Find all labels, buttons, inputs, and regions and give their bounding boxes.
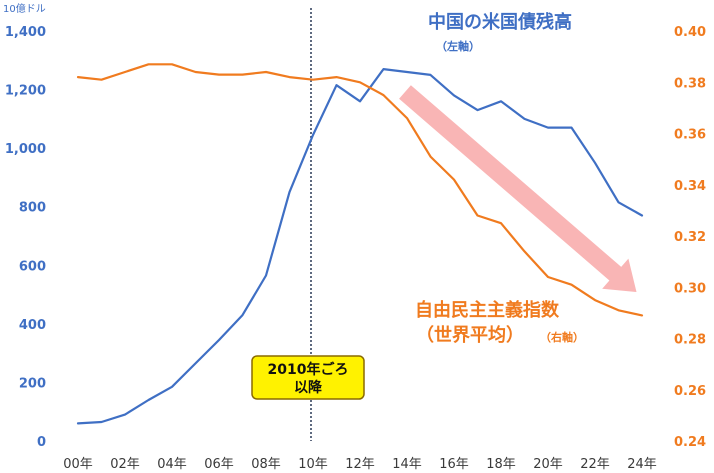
right-tick-label: 0.38	[674, 76, 706, 91]
right-tick-label: 0.32	[674, 230, 706, 245]
callout-line1: 2010年ごろ	[268, 361, 349, 378]
right-tick-label: 0.40	[674, 25, 706, 40]
series-lines	[76, 63, 644, 425]
x-tick-label: 10年	[298, 457, 328, 472]
trend-arrow-shape	[399, 85, 637, 292]
x-tick-label: 04年	[157, 457, 187, 472]
left-axis-ticks: 0 200 400 600 800 1,000 1,200 1,400	[5, 25, 46, 450]
left-tick-label: 0	[37, 435, 46, 450]
right-tick-label: 0.28	[674, 333, 706, 348]
callout-box	[251, 355, 365, 400]
right-tick-label: 0.24	[674, 435, 706, 450]
x-tick-label: 24年	[627, 457, 657, 472]
x-tick-label: 08年	[251, 457, 281, 472]
x-tick-label: 18年	[486, 457, 516, 472]
left-tick-label: 800	[19, 201, 46, 216]
right-tick-label: 0.30	[674, 281, 706, 296]
x-tick-label: 12年	[345, 457, 375, 472]
x-tick-label: 22年	[580, 457, 610, 472]
right-tick-label: 0.34	[674, 179, 706, 194]
right-tick-label: 0.26	[674, 384, 706, 399]
right-tick-label: 0.36	[674, 128, 706, 143]
left-tick-label: 1,000	[5, 142, 46, 157]
right-axis-ticks: 0.24 0.26 0.28 0.30 0.32 0.34 0.36 0.38 0.40	[674, 25, 706, 450]
left-tick-label: 200	[19, 376, 46, 391]
left-tick-label: 400	[19, 318, 46, 333]
left-tick-label: 1,200	[5, 84, 46, 99]
left-tick-label: 600	[19, 259, 46, 274]
series-china-treasury-label: 中国の米国債残高	[428, 11, 572, 33]
x-tick-label: 02年	[110, 457, 140, 472]
series-democracy-index-axis-note: （右軸）	[540, 330, 584, 344]
callout-line2: 以降	[294, 379, 323, 396]
x-tick-label: 20年	[533, 457, 563, 472]
x-axis-ticks: 00年 02年 04年 06年 08年 10年 12年 14年 16年 18年 20年 22年 24年	[63, 457, 657, 472]
series-democracy-index-sublabel: （世界平均）	[416, 324, 524, 346]
series-democracy-index-label: 自由民主主義指数	[415, 299, 560, 321]
x-tick-label: 00年	[63, 457, 93, 472]
x-tick-label: 06年	[204, 457, 234, 472]
left-tick-label: 1,400	[5, 25, 46, 40]
callout-2010: 2010年ごろ 以降	[251, 355, 365, 400]
left-axis-unit-label: 10億ドル	[3, 2, 46, 15]
x-tick-label: 14年	[392, 457, 422, 472]
trend-arrow	[399, 85, 637, 292]
series-china-treasury-axis-note: （左軸）	[436, 39, 480, 53]
x-tick-label: 16年	[439, 457, 469, 472]
